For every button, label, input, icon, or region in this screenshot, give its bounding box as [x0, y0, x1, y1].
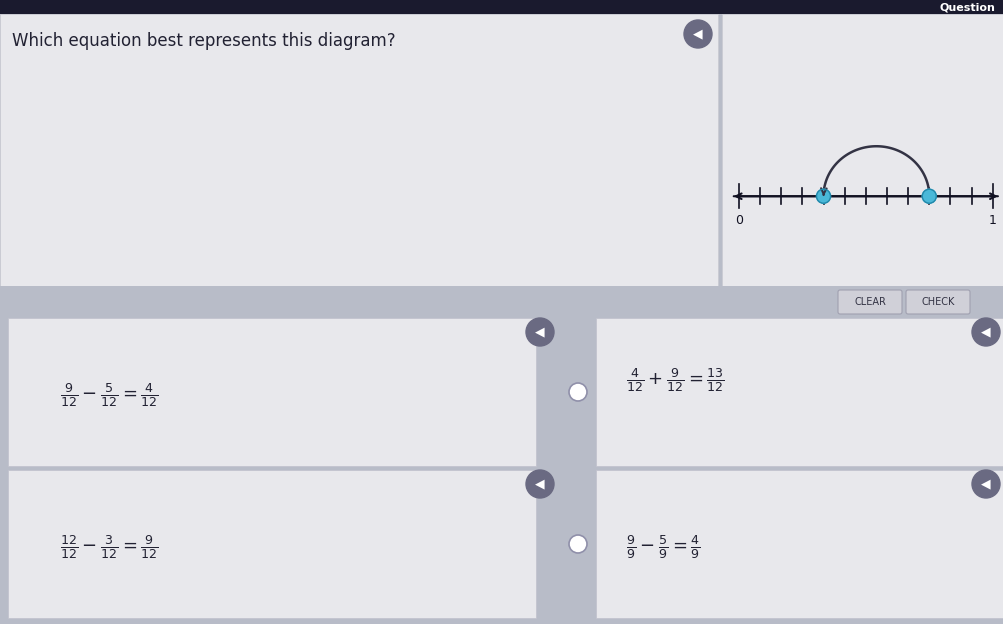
Text: CHECK: CHECK: [921, 297, 954, 307]
Circle shape: [971, 470, 999, 498]
Text: ◀: ◀: [692, 27, 702, 41]
Text: ◀: ◀: [980, 477, 990, 490]
Text: Which equation best represents this diagram?: Which equation best represents this diag…: [12, 32, 395, 50]
Text: 0: 0: [734, 214, 742, 227]
Bar: [0, 286, 1003, 316]
Bar: [0, 14, 717, 286]
Circle shape: [683, 20, 711, 48]
Text: $\frac{4}{12} + \frac{9}{12} = \frac{13}{12}$: $\frac{4}{12} + \frac{9}{12} = \frac{13}…: [626, 366, 724, 394]
Text: ◀: ◀: [535, 477, 545, 490]
Text: CLEAR: CLEAR: [854, 297, 885, 307]
Text: $\frac{9}{9} - \frac{5}{9} = \frac{4}{9}$: $\frac{9}{9} - \frac{5}{9} = \frac{4}{9}…: [626, 533, 700, 561]
Circle shape: [569, 535, 587, 553]
FancyBboxPatch shape: [838, 290, 901, 314]
Circle shape: [815, 189, 829, 203]
Bar: [8, 318, 536, 466]
Text: ◀: ◀: [980, 326, 990, 338]
Text: $\frac{9}{12} - \frac{5}{12} = \frac{4}{12}$: $\frac{9}{12} - \frac{5}{12} = \frac{4}{…: [60, 381, 158, 409]
Text: $\frac{12}{12} - \frac{3}{12} = \frac{9}{12}$: $\frac{12}{12} - \frac{3}{12} = \frac{9}…: [60, 533, 158, 561]
Bar: [0, 0, 1003, 14]
Bar: [8, 470, 536, 618]
FancyBboxPatch shape: [905, 290, 969, 314]
Text: ◀: ◀: [535, 326, 545, 338]
Text: 1: 1: [988, 214, 996, 227]
Circle shape: [971, 318, 999, 346]
Bar: [721, 14, 1003, 286]
Circle shape: [526, 470, 554, 498]
Bar: [596, 470, 1003, 618]
Circle shape: [526, 318, 554, 346]
Circle shape: [922, 189, 936, 203]
Circle shape: [569, 383, 587, 401]
Bar: [596, 318, 1003, 466]
Text: Question: Question: [938, 2, 994, 12]
